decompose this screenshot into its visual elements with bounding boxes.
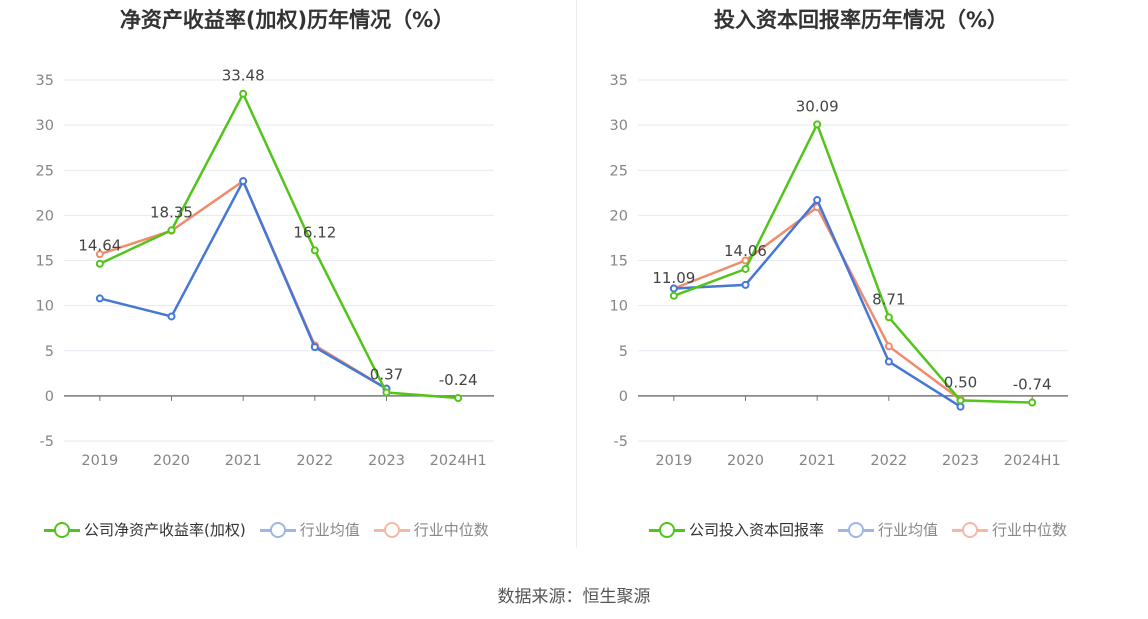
legend-label: 行业均值 [878,521,939,539]
data-label: -0.24 [439,371,478,389]
data-point [813,120,822,129]
data-point [669,291,678,300]
data-point [310,343,319,352]
data-label: 0.50 [944,373,977,391]
y-tick-label: 5 [45,344,54,360]
chart2-legend: 公司投入资本回报率 行业均值 行业中位数 [649,519,1081,540]
x-tick-label: 2024H1 [430,453,487,469]
x-tick-label: 2023 [368,453,405,469]
y-tick-label: 15 [36,254,54,270]
data-point [382,388,391,397]
data-point [95,250,104,259]
data-label: 33.48 [222,67,265,85]
series-line [99,179,388,390]
roe-line-chart: -5 0 5 10 15 20 25 30 35 2019 2020 2021 2022 2023 2024… [36,67,494,469]
legend-item-industry-mean[interactable]: 行业均值 [259,519,360,540]
chart2-title: 投入资本回报率历年情况（%） [713,8,1009,32]
x-tick-label: 2022 [296,453,333,469]
y-tick-label: 35 [610,73,628,89]
data-label: 11.09 [652,269,695,287]
data-point [95,259,104,268]
legend-label: 行业中位数 [413,521,489,539]
legend-line-marker-icon [44,520,80,540]
y-tick-label: 15 [610,254,628,270]
data-point [239,89,248,98]
data-point [167,226,176,235]
data-label: 18.35 [150,203,193,221]
y-tick-label: 30 [36,118,54,134]
data-point [669,284,678,293]
x-tick-label: 2021 [225,453,262,469]
series-line [673,206,962,401]
data-label: -0.74 [1013,376,1052,394]
x-tick-label: 2019 [81,453,118,469]
legend-label: 公司净资产收益率(加权) [84,521,246,539]
x-tick-label: 2020 [153,453,190,469]
data-point [1028,398,1037,407]
y-tick-label: 25 [610,163,628,179]
data-point [741,264,750,273]
y-tick-label: 10 [610,299,628,315]
x-tick-label: 2022 [870,453,907,469]
legend-item-company-roe[interactable]: 公司净资产收益率(加权) [44,519,246,540]
data-point [95,294,104,303]
data-label: 0.37 [370,366,403,384]
legend-item-industry-median[interactable]: 行业中位数 [952,519,1067,540]
y-tick-label: 0 [45,389,54,405]
x-tick-label: 2024H1 [1004,453,1061,469]
x-tick-label: 2021 [799,453,836,469]
y-tick-label: 35 [36,73,54,89]
legend-label: 公司投入资本回报率 [689,521,825,539]
x-tick-label: 2023 [942,453,979,469]
series-line [673,123,1033,404]
y-tick-label: 5 [619,344,628,360]
data-point [454,394,463,403]
legend-item-industry-median[interactable]: 行业中位数 [373,519,489,540]
legend-label: 行业均值 [299,521,360,539]
chart1-legend: 公司净资产收益率(加权) 行业均值 行业中位数 [44,519,503,540]
data-point [239,177,248,186]
roic-line-chart: -5 0 5 10 15 20 25 30 35 2019 2020 2021 2022 2023 2024… [610,73,1068,469]
y-tick-label: 30 [610,118,628,134]
data-point [813,196,822,205]
series-line [673,198,962,408]
series-line [99,92,459,400]
legend-item-company-roic[interactable]: 公司投入资本回报率 [649,519,824,540]
y-tick-label: 20 [610,208,628,224]
data-point [956,396,965,405]
x-tick-label: 2020 [727,453,764,469]
data-label: 14.64 [78,237,121,255]
data-label: 8.71 [872,290,905,308]
legend-label: 行业中位数 [992,521,1068,539]
data-point [884,342,893,351]
data-point [884,357,893,366]
chart1-title: 净资产收益率(加权)历年情况（%） [119,8,455,32]
data-point [956,402,965,411]
data-point [310,246,319,255]
data-point [167,312,176,321]
legend-line-marker-icon [373,520,410,540]
y-tick-label: -5 [40,434,54,450]
y-tick-label: 10 [36,299,54,315]
panel-divider [576,0,577,548]
legend-item-industry-mean[interactable]: 行业均值 [838,519,938,540]
data-source-note: 数据来源：恒生聚源 [497,587,651,607]
legend-line-marker-icon [259,520,296,540]
data-label: 16.12 [293,223,336,241]
legend-line-marker-icon [838,520,875,540]
y-tick-label: 25 [36,163,54,179]
x-tick-label: 2019 [655,453,692,469]
y-tick-label: 20 [36,208,54,224]
y-tick-label: -5 [614,434,628,450]
legend-line-marker-icon [952,520,989,540]
legend-line-marker-icon [649,520,685,540]
data-label: 30.09 [796,97,839,115]
y-tick-label: 0 [619,389,628,405]
data-label: 14.06 [724,242,767,260]
data-point [884,313,893,322]
series-line [99,179,388,390]
data-point [741,280,750,289]
